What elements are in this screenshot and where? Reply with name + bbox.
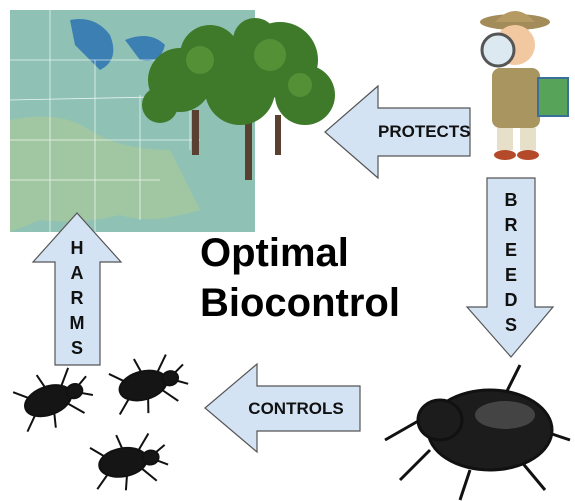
arrows (31, 84, 555, 454)
explorer (480, 11, 569, 160)
big-beetle (384, 364, 571, 501)
arrow-controls (204, 362, 361, 454)
beetles (12, 354, 189, 491)
title-line: Optimal (200, 231, 349, 275)
trees (142, 18, 335, 180)
arrow-label: HARMS (69, 238, 85, 358)
arrow-harms (31, 212, 123, 366)
arrow-breeds (465, 177, 555, 358)
arrow-label: PROTECTS (378, 122, 471, 141)
arrow-protects (324, 84, 471, 180)
arrow-label: BREEDS (504, 190, 518, 335)
arrow-label: CONTROLS (248, 399, 344, 418)
title-line: Biocontrol (200, 281, 400, 325)
title: Optimal Biocontrol (200, 228, 400, 328)
